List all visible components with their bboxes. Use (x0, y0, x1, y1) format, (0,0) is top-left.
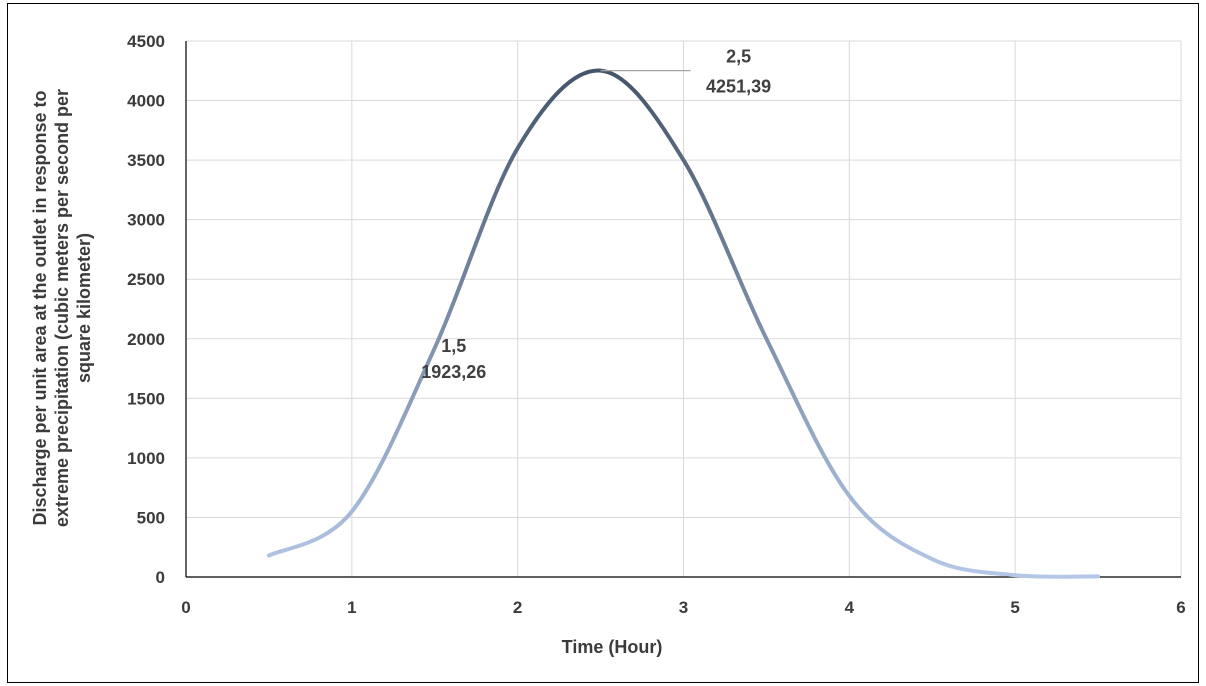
axis-titles: Time (Hour) Discharge per unit area at t… (30, 89, 662, 657)
discharge-series-line (266, 68, 1101, 579)
series-group (266, 68, 1101, 579)
y-tick-label: 500 (137, 508, 165, 527)
x-tick-label: 1 (347, 598, 356, 617)
y-tick-label: 1500 (127, 389, 165, 408)
x-tick-label: 4 (845, 598, 855, 617)
chart-frame (7, 3, 1199, 683)
x-tick-label: 2 (513, 598, 522, 617)
data-label: 2,5 (726, 47, 751, 67)
y-tick-label: 0 (156, 568, 165, 587)
y-axis-title-line: Discharge per unit area at the outlet in… (30, 90, 50, 525)
x-tick-label: 5 (1010, 598, 1019, 617)
data-label: 4251,39 (706, 77, 771, 97)
y-tick-label: 3500 (127, 151, 165, 170)
y-tick-label: 1000 (127, 449, 165, 468)
y-tick-label: 2500 (127, 270, 165, 289)
x-tick-label: 3 (679, 598, 688, 617)
y-tick-label: 2000 (127, 330, 165, 349)
x-tick-label: 0 (181, 598, 190, 617)
data-label: 1,5 (441, 336, 466, 356)
y-axis-title: Discharge per unit area at the outlet in… (30, 89, 94, 527)
x-axis-title: Time (Hour) (562, 637, 663, 657)
y-tick-label: 3000 (127, 211, 165, 230)
y-axis-title-line: extreme precipitation (cubic meters per … (52, 89, 72, 527)
y-tick-label: 4000 (127, 92, 165, 111)
data-labels: 1,5 1923,26 2,5 4251,39 (421, 47, 771, 382)
y-tick-label: 4500 (127, 32, 165, 51)
y-axis-title-line: square kilometer) (74, 233, 94, 383)
data-label: 1923,26 (421, 362, 486, 382)
x-tick-label: 6 (1176, 598, 1185, 617)
grid-lines (186, 40, 1182, 577)
tick-labels: 0 500 1000 1500 2000 2500 3000 3500 4000 4500 0 1 2 3… (127, 32, 1186, 617)
